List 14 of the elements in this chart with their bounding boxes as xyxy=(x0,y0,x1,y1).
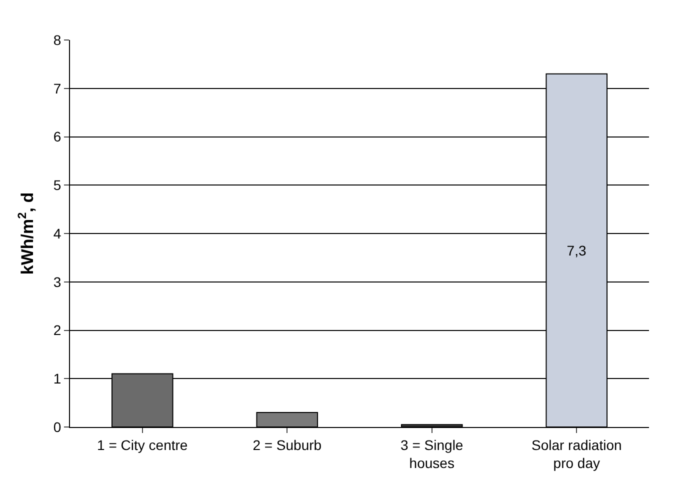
y-tick-label: 1 xyxy=(53,370,62,387)
x-tick-label: 1 = City centre xyxy=(97,436,188,453)
y-tick-label: 4 xyxy=(53,225,62,242)
x-tick-label: 2 = Suburb xyxy=(252,436,322,453)
y-tick-label: 8 xyxy=(53,32,62,48)
y-tick-label: 3 xyxy=(53,274,62,290)
x-tick-label: 3 = Single houses xyxy=(400,436,464,471)
data-label: 7,3 xyxy=(566,242,586,258)
y-tick-label: 2 xyxy=(53,322,62,338)
x-tick-label: Solar radiation pro day xyxy=(531,436,622,471)
y-tick-label: 0 xyxy=(53,418,62,435)
y-tick-label: 5 xyxy=(53,177,62,194)
y-tick-label: 7 xyxy=(53,80,62,96)
y-tick-label: 6 xyxy=(53,128,62,145)
